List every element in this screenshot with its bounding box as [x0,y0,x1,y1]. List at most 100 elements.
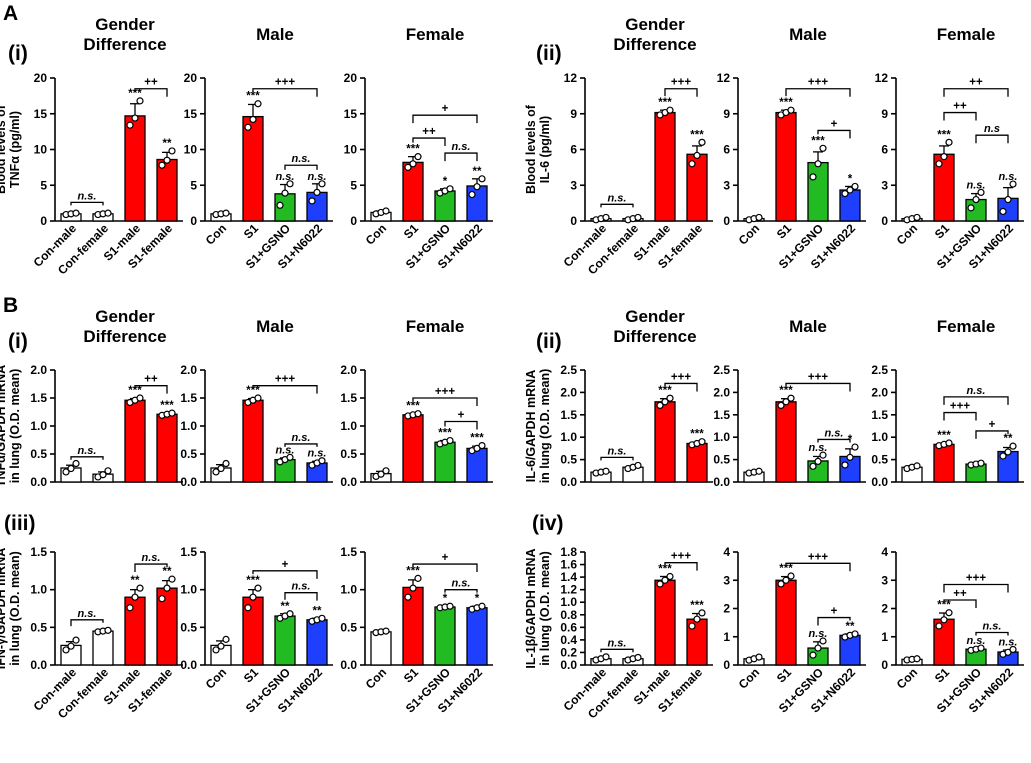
bar [654,111,676,222]
data-point [787,106,795,114]
x-tick-label: S1 [932,221,953,242]
data-point [136,97,144,105]
significance-label: *** [937,600,951,612]
data-point [99,471,107,479]
y-tick-label: 1.6 [560,558,577,572]
y-tick-label: 1.0 [560,430,577,444]
data-point [104,467,112,475]
significance-label: n.s. [999,171,1018,183]
x-tick-label: S1 [401,221,422,242]
bracket-label: n.s. [608,445,627,457]
significance-label: * [475,593,480,605]
data-point [446,185,454,193]
data-point [318,457,326,465]
data-point [244,604,252,612]
subpanel-label-b-iv: (iv) [532,512,564,535]
subpanel-label-a-i: (i) [8,42,28,65]
bracket-label: +++ [808,77,828,89]
y-tick-label: 10 [184,143,198,157]
y-tick-label: 1.0 [713,430,730,444]
data-point [809,173,817,181]
data-point [212,468,220,476]
data-point [281,189,289,197]
chart-A-i-male: 05101520MaleCon***S1n.s.S1+GSNOn.s.S1+N6… [184,25,333,271]
data-point [698,138,706,146]
data-point [158,595,166,603]
bracket-label: n.s. [292,581,311,593]
comparison-bracket [600,203,634,208]
data-point [1004,448,1012,456]
chart-B-iii-male: 0.00.51.01.5Con***S1**S1+GSNO**S1+N6022+… [180,545,333,715]
data-point [276,201,284,209]
bracket-label: + [282,559,289,571]
data-point [945,439,953,447]
chart-title: Difference [613,327,696,346]
data-point [254,394,262,402]
data-point [478,175,486,183]
data-point [62,646,70,654]
data-point [158,161,166,169]
y-tick-label: 0.8 [560,608,577,622]
data-point [286,453,294,461]
comparison-bracket [943,396,1009,405]
data-point [1004,195,1012,204]
bracket-label: +++ [275,77,295,89]
bracket-label: n.s [984,123,1000,135]
x-tick-label: Con [894,221,920,247]
data-point [1009,442,1017,450]
chart-title: Gender [625,15,685,34]
y-tick-label: 5 [350,178,357,192]
comparison-bracket [817,129,851,139]
data-point [131,114,139,122]
data-point [634,653,642,662]
data-point [972,195,980,204]
data-point [382,627,390,635]
significance-label: *** [811,135,825,147]
data-point [1009,180,1017,188]
y-tick-label: 1.4 [560,570,577,584]
bar [156,158,178,222]
bar [124,115,146,222]
y-tick-label: 0 [570,214,577,228]
data-point [126,604,134,612]
significance-label: *** [779,97,793,109]
data-point [286,180,294,188]
data-point [602,213,610,222]
comparison-bracket [975,631,1009,636]
data-point [809,462,817,470]
y-tick-label: 0.5 [180,620,197,634]
data-point [67,464,75,473]
y-tick-label: 6 [881,143,888,157]
data-point [777,401,785,409]
bracket-label: n.s. [825,427,844,439]
data-point [977,459,985,467]
bracket-label: ++ [144,374,158,386]
data-point [814,457,822,465]
bracket-label: n.s. [608,192,627,204]
y-axis-label: IFN-γ/GAPDH mRNA [0,548,8,670]
bracket-label: + [831,118,838,130]
data-point [313,188,321,196]
data-point [478,602,486,610]
data-point [666,106,674,114]
data-point [777,580,785,588]
y-tick-label: 6 [570,143,577,157]
data-point [940,153,948,161]
data-point [377,470,385,478]
y-tick-label: 0.4 [560,633,577,647]
y-tick-label: 4 [723,545,730,559]
data-point [72,459,80,468]
y-tick-label: 0.0 [340,475,357,489]
data-point [661,398,669,406]
data-point [693,151,701,160]
y-tick-label: 2.5 [871,363,888,377]
data-point [945,138,953,146]
subpanel-label-a-ii: (ii) [536,42,562,65]
significance-label: *** [690,129,704,141]
x-tick-label: Con [894,665,920,691]
comparison-bracket [444,420,478,430]
data-point [841,461,849,469]
comparison-bracket [785,382,851,392]
data-point [1009,645,1017,654]
data-point [755,467,763,475]
